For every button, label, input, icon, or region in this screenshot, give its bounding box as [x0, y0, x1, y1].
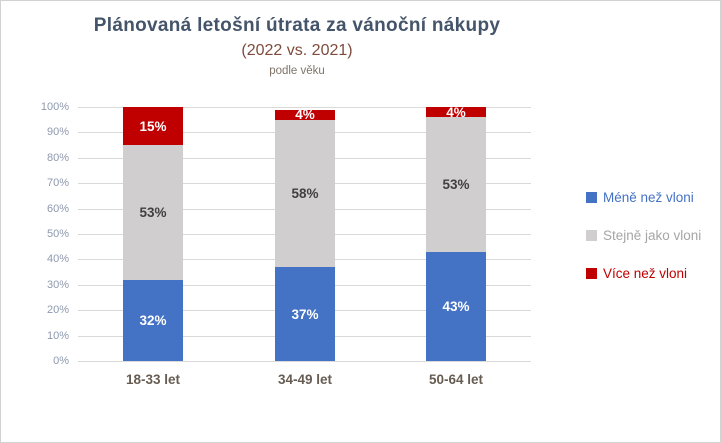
bar-segment-same-as-last-year: 53%: [426, 117, 486, 252]
category-label: 34-49 let: [277, 372, 333, 387]
legend-item-less-than-last-year: Méně než vloni: [586, 190, 701, 205]
y-tick-label: 40%: [46, 253, 69, 266]
gridline: [78, 361, 531, 362]
data-label: 32%: [139, 312, 167, 328]
data-label: 37%: [291, 306, 319, 322]
bar-segment-more-than-last-year: 15%: [123, 107, 183, 146]
legend-swatch-red: [586, 268, 597, 279]
bar-50-64-let: 43% 53% 4%: [426, 104, 486, 361]
x-axis: 18-33 let 34-49 let 50-64 let: [78, 372, 531, 392]
legend-label: Stejně jako vloni: [603, 228, 702, 243]
y-tick-label: 60%: [46, 202, 69, 215]
gridline: [78, 107, 531, 108]
legend-swatch-blue: [586, 192, 597, 203]
y-tick-label: 50%: [46, 228, 69, 240]
legend-swatch-gray: [586, 230, 597, 241]
bar-segment-more-than-last-year: 4%: [426, 104, 486, 120]
bar-18-33-let: 32% 53% 15%: [123, 107, 183, 361]
bar-segment-same-as-last-year: 58%: [275, 119, 335, 268]
category-label: 18-33 let: [125, 372, 181, 387]
y-tick-label: 30%: [46, 278, 69, 291]
y-tick-label: 90%: [46, 126, 69, 139]
legend: Méně než vloni Stejně jako vloni Více ne…: [586, 190, 701, 304]
data-label: 58%: [291, 185, 319, 201]
data-label: 43%: [442, 298, 470, 314]
data-label: 4%: [295, 107, 315, 123]
y-tick-label: 100%: [40, 101, 69, 113]
bar-segment-same-as-last-year: 53%: [123, 145, 183, 280]
chart-subtitle: (2022 vs. 2021): [241, 41, 353, 59]
legend-label: Více než vloni: [603, 266, 688, 281]
y-axis: 100% 90% 80% 70% 60% 50% 40% 30% 20% 10%…: [1, 101, 69, 367]
legend-item-same-as-last-year: Stejně jako vloni: [586, 228, 701, 243]
y-tick-label: 10%: [46, 329, 69, 342]
plot-area: 32% 53% 15% 37% 58% 4% 43%: [78, 104, 531, 362]
chart-note: podle věku: [269, 65, 325, 78]
y-tick-label: 20%: [46, 304, 69, 317]
bar-segment-less-than-last-year: 43%: [426, 251, 486, 361]
data-label: 53%: [139, 204, 167, 220]
y-tick-label: 0%: [53, 355, 69, 367]
data-label: 53%: [442, 176, 470, 192]
y-tick-label: 80%: [46, 151, 69, 164]
chart-title: Plánovaná letošní útrata za vánoční náku…: [93, 15, 501, 36]
bar-34-49-let: 37% 58% 4%: [275, 107, 335, 361]
bar-segment-less-than-last-year: 32%: [123, 279, 183, 361]
y-tick-label: 70%: [46, 177, 69, 190]
chart-header: Plánovaná letošní útrata za vánoční náku…: [1, 15, 593, 78]
data-label: 15%: [139, 118, 167, 134]
bar-segment-more-than-last-year: 4%: [275, 107, 335, 123]
legend-label: Méně než vloni: [603, 190, 694, 205]
bar-segment-less-than-last-year: 37%: [275, 267, 335, 361]
category-label: 50-64 let: [428, 372, 484, 387]
data-label: 4%: [446, 104, 466, 120]
legend-item-more-than-last-year: Více než vloni: [586, 266, 701, 281]
